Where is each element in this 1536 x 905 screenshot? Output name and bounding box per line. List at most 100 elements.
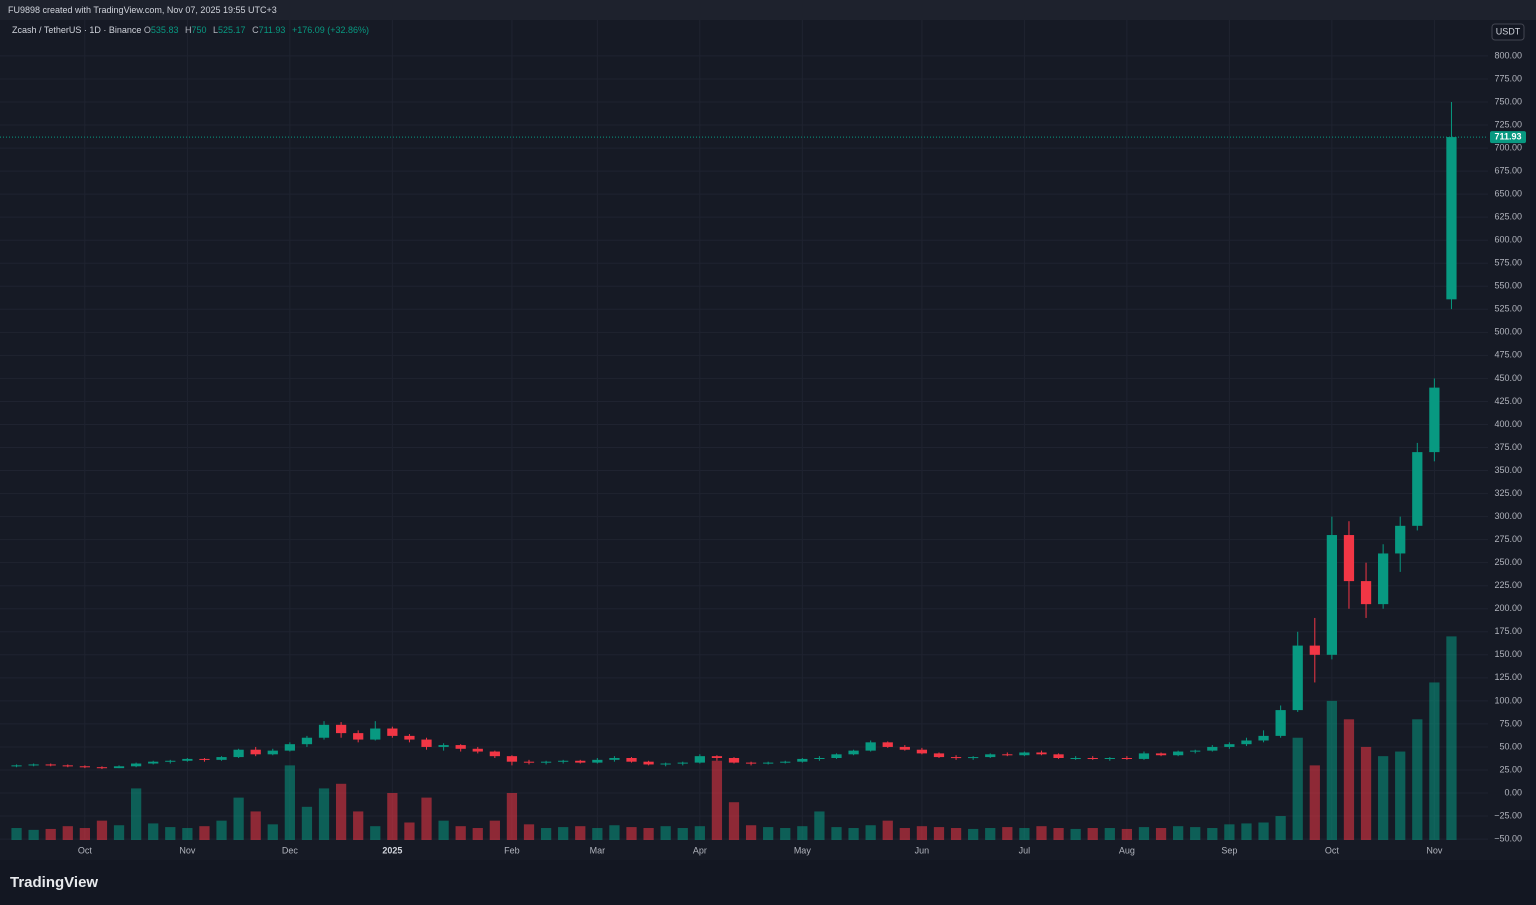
- volume-bar: [1207, 828, 1218, 840]
- candle-body: [318, 724, 330, 738]
- candle-body: [28, 764, 39, 766]
- volume-bar: [301, 806, 313, 840]
- candle-body: [404, 735, 415, 740]
- y-tick-label: 325.00: [1494, 488, 1522, 498]
- volume-bar: [1053, 828, 1064, 840]
- y-tick-label: 200.00: [1494, 603, 1522, 613]
- volume-bar: [626, 827, 637, 840]
- x-tick-label: Jul: [1019, 845, 1031, 855]
- candle-body: [1412, 452, 1423, 526]
- candle-body: [370, 728, 381, 740]
- y-tick-label: 425.00: [1494, 396, 1522, 406]
- volume-bar: [1360, 746, 1372, 840]
- candle-body: [165, 760, 176, 762]
- legend: Zcash / TetherUS · 1D · Binance O535.83 …: [12, 25, 373, 35]
- caption: FU9898 created with TradingView.com, Nov…: [8, 5, 277, 15]
- candle-body: [950, 757, 962, 759]
- candle-body: [609, 758, 620, 760]
- volume-bar: [1258, 822, 1269, 840]
- x-tick-label: Apr: [693, 845, 707, 855]
- volume-bar: [745, 825, 757, 840]
- candle-body: [968, 757, 979, 759]
- volume-bar: [250, 811, 261, 840]
- candle-body: [233, 749, 244, 758]
- candle-body: [1395, 525, 1406, 554]
- volume-bar: [1275, 816, 1286, 840]
- x-tick-label: Nov: [1426, 845, 1443, 855]
- candle-body: [45, 764, 56, 766]
- y-tick-label: 575.00: [1494, 258, 1522, 268]
- volume-bar: [1412, 719, 1423, 840]
- volume-bar: [899, 828, 910, 840]
- candle-body: [899, 746, 910, 750]
- candle-body: [438, 745, 449, 747]
- y-tick-label: 500.00: [1494, 327, 1522, 337]
- volume-bar: [797, 826, 808, 840]
- volume-bar: [660, 826, 671, 840]
- y-tick-label: 525.00: [1494, 304, 1522, 314]
- volume-bar: [472, 828, 483, 840]
- volume-bar: [506, 793, 518, 840]
- candle-body: [523, 761, 535, 763]
- candle-layer: [0, 102, 1488, 770]
- y-tick-label: −25.00: [1494, 810, 1522, 820]
- candle-body: [421, 739, 432, 747]
- x-tick-label: Sep: [1221, 845, 1237, 855]
- candle-body: [1053, 754, 1064, 758]
- candle-body: [728, 758, 740, 763]
- candle-body: [1224, 744, 1235, 747]
- volume-bar: [1378, 756, 1389, 840]
- volume-bar: [1292, 737, 1303, 840]
- candle-body: [199, 758, 210, 760]
- y-tick-label: 550.00: [1494, 281, 1522, 291]
- x-tick-label: 2025: [382, 845, 402, 855]
- volume-bar: [865, 825, 876, 840]
- candle-body: [814, 758, 825, 759]
- y-tick-label: 750.00: [1494, 96, 1522, 106]
- candle-body: [182, 758, 193, 761]
- candle-body: [301, 737, 313, 745]
- candle-body: [933, 753, 945, 758]
- ohlc-letter: L: [213, 25, 219, 35]
- y-tick-label: 0.00: [1504, 787, 1522, 797]
- y-tick-label: 625.00: [1494, 212, 1522, 222]
- volume-bar: [1190, 827, 1201, 840]
- volume-bar: [1121, 828, 1133, 840]
- volume-bar: [79, 828, 90, 840]
- volume-bar: [130, 788, 142, 840]
- volume-layer: [11, 636, 1457, 840]
- candle-body: [1446, 137, 1457, 300]
- volume-bar: [284, 765, 295, 840]
- volume-bar: [353, 811, 364, 840]
- candle-body: [865, 742, 876, 751]
- ohlc-value: 711.93: [258, 25, 286, 35]
- y-tick-label: 800.00: [1494, 50, 1522, 60]
- candle-body: [558, 760, 569, 762]
- candle-body: [216, 757, 227, 760]
- candle-body: [387, 728, 398, 736]
- volume-bar: [1224, 824, 1235, 840]
- candle-body: [1070, 758, 1081, 759]
- volume-bar: [916, 826, 928, 840]
- ohlc-letter: H: [184, 25, 192, 35]
- candle-body: [1104, 758, 1115, 759]
- volume-bar: [1002, 827, 1013, 840]
- volume-bar: [968, 828, 979, 840]
- volume-bar: [558, 827, 569, 840]
- volume-bar: [1429, 682, 1440, 840]
- candle-body: [455, 745, 466, 749]
- volume-bar: [694, 826, 705, 840]
- volume-bar: [370, 826, 381, 840]
- candle-body: [267, 750, 278, 755]
- candle-body: [677, 762, 688, 764]
- candle-body: [882, 742, 893, 747]
- volume-bar: [1309, 765, 1320, 840]
- volume-bar: [1138, 827, 1150, 840]
- candle-body: [1173, 751, 1184, 756]
- candle-body: [1360, 581, 1372, 605]
- volume-bar: [643, 828, 654, 840]
- y-tick-label: 350.00: [1494, 465, 1522, 475]
- volume-bar: [165, 827, 176, 840]
- candle-body: [1429, 387, 1440, 453]
- candle-body: [489, 751, 500, 757]
